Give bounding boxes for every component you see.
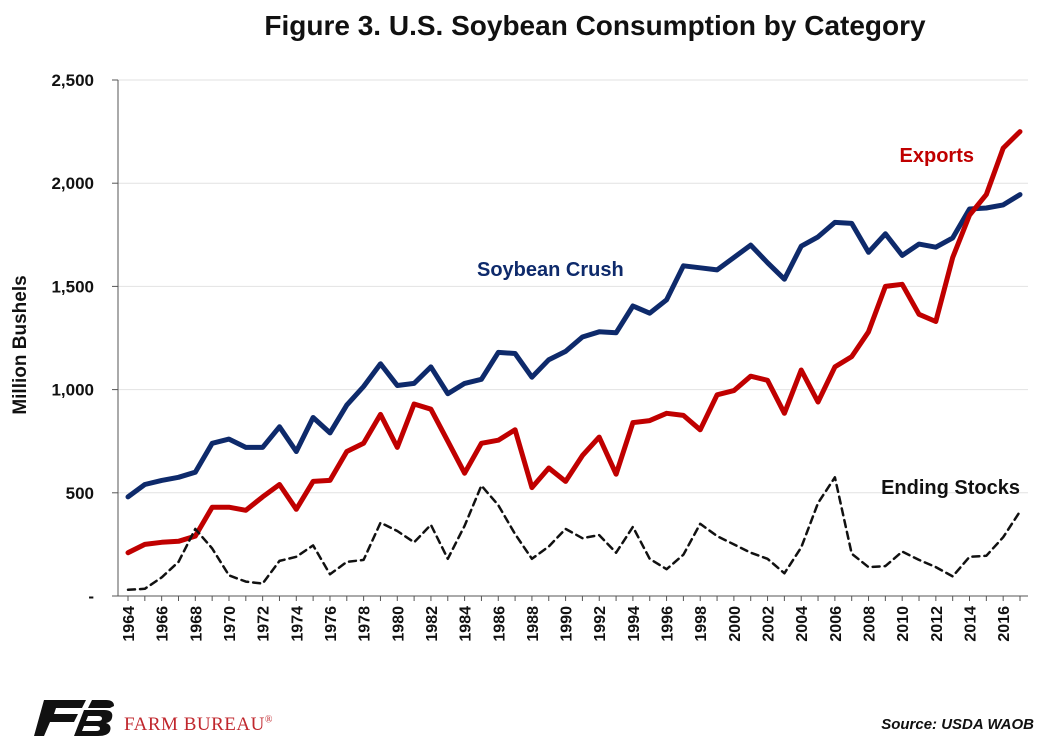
y-tick-label: 1,500	[51, 277, 94, 296]
x-tick-label: 1992	[592, 606, 609, 642]
series-line-soybean-crush	[125, 192, 1023, 500]
x-tick-label: 1994	[626, 606, 643, 642]
x-tick-label: 1982	[424, 606, 441, 642]
x-tick-label: 1968	[188, 606, 205, 642]
x-tick-label: 1984	[458, 606, 475, 642]
y-axis-label: Million Bushels	[10, 275, 31, 414]
x-tick-label: 1972	[256, 606, 273, 642]
x-tick-label: 1970	[222, 606, 239, 642]
y-tick-label: -	[88, 587, 94, 606]
y-tick-label: 2,000	[51, 174, 94, 193]
x-axis-ticks: 1964 1966 1968 1970 1972 1974 1976 1978 1980 1982…	[121, 596, 1021, 642]
series-label-soybean-crush: Soybean Crush	[477, 259, 624, 281]
series-label-exports: Exports	[900, 145, 974, 167]
x-tick-label: 2010	[895, 606, 912, 642]
series-label-ending-stocks: Ending Stocks	[881, 477, 1020, 499]
x-tick-label: 1998	[693, 606, 710, 642]
x-tick-label: 1986	[491, 606, 508, 642]
x-tick-label: 1974	[289, 606, 306, 642]
x-tick-label: 2004	[794, 606, 811, 642]
x-tick-label: 1990	[559, 606, 576, 642]
chart-title: Figure 3. U.S. Soybean Consumption by Ca…	[264, 10, 926, 41]
series-line-exports	[125, 129, 1023, 556]
y-tick-label: 1,000	[51, 381, 94, 400]
x-tick-label: 2012	[929, 606, 946, 642]
x-tick-label: 1964	[121, 606, 138, 642]
brand-name: FARM BUREAU®	[124, 714, 273, 735]
y-tick-label: 500	[66, 484, 94, 503]
farm-bureau-logo-icon	[34, 700, 114, 736]
y-axis-ticks: - 500 1,000 1,500 2,000 2,500	[51, 71, 118, 606]
x-tick-label: 2008	[862, 606, 879, 642]
axes	[117, 80, 1028, 597]
series-lines	[125, 129, 1023, 592]
x-tick-label: 1978	[357, 606, 374, 642]
x-tick-label: 1996	[660, 606, 677, 642]
x-tick-label: 1980	[390, 606, 407, 642]
y-tick-label: 2,500	[51, 71, 94, 90]
series-labels: Soybean Crush Exports Ending Stocks	[477, 145, 1020, 499]
x-tick-label: 1988	[525, 606, 542, 642]
x-tick-label: 1966	[155, 606, 172, 642]
x-tick-label: 2006	[828, 606, 845, 642]
x-tick-label: 2002	[761, 606, 778, 642]
x-tick-label: 1976	[323, 606, 340, 642]
x-tick-label: 2016	[996, 606, 1013, 642]
x-tick-label: 2000	[727, 606, 744, 642]
source-note: Source: USDA WAOB	[881, 716, 1034, 733]
x-tick-label: 2014	[963, 606, 980, 642]
